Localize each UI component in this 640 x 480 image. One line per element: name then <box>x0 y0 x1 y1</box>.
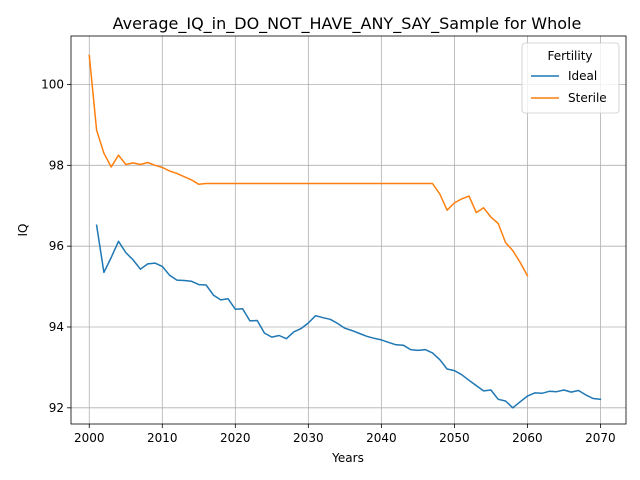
x-tick-label: 2040 <box>366 431 397 445</box>
y-tick-label: 96 <box>49 239 64 253</box>
y-tick-label: 100 <box>41 78 64 92</box>
x-axis-label: Years <box>331 451 364 465</box>
y-tick-label: 92 <box>49 401 64 415</box>
series-line-ideal <box>95 224 602 409</box>
chart-title: Average_IQ_in_DO_NOT_HAVE_ANY_SAY_Sample… <box>113 14 582 34</box>
y-tick-label: 98 <box>49 158 64 172</box>
legend-box <box>521 42 620 114</box>
axis-ticks: 2000 2010 2020 2030 2040 2050 2060 2070 92 94 96 98… <box>41 78 616 446</box>
x-tick-label: 2000 <box>74 431 105 445</box>
x-tick-label: 2060 <box>512 431 543 445</box>
y-tick-label: 94 <box>49 320 64 334</box>
x-tick-label: 2030 <box>293 431 324 445</box>
x-tick-label: 2050 <box>439 431 470 445</box>
legend: Fertility Ideal Sterile <box>521 42 620 114</box>
plot-area-frame <box>70 35 627 425</box>
legend-label-sterile: Sterile <box>568 91 607 105</box>
series-line-sterile <box>88 54 529 277</box>
series-lines <box>88 54 602 409</box>
x-tick-label: 2020 <box>220 431 251 445</box>
legend-label-ideal: Ideal <box>568 69 597 83</box>
x-tick-label: 2070 <box>585 431 616 445</box>
y-axis-label: IQ <box>16 224 30 237</box>
legend-title: Fertility <box>547 49 592 63</box>
x-tick-label: 2010 <box>147 431 178 445</box>
